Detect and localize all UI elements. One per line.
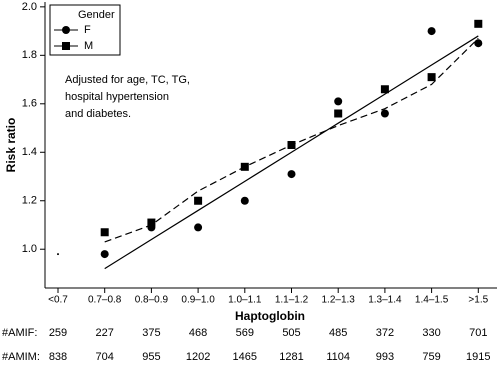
table-cell: 759	[422, 351, 440, 363]
table-cell: 259	[49, 327, 67, 339]
x-tick-label: 1.2–1.3	[322, 295, 356, 306]
point	[287, 170, 296, 179]
legend-title: Gender	[78, 9, 115, 21]
table-cell: 993	[376, 351, 394, 363]
point	[474, 39, 483, 48]
point	[380, 85, 389, 94]
point	[100, 250, 109, 259]
x-tick-label: 1.1–1.2	[275, 295, 309, 306]
y-tick-label: 1.0	[22, 243, 37, 255]
reference-point	[57, 253, 59, 256]
x-tick-label: <0.7	[48, 295, 68, 306]
table-cell: 505	[282, 327, 300, 339]
x-tick-label: 0.7–0.8	[88, 295, 122, 306]
row-label: #AMIM:	[2, 351, 40, 363]
table-cell: 838	[49, 351, 67, 363]
x-axis-label: Haptoglobin	[235, 309, 305, 323]
x-tick-label: 0.8–0.9	[135, 295, 169, 306]
point	[287, 141, 296, 149]
table-cell: 1281	[279, 351, 303, 363]
y-tick-label: 2.0	[22, 1, 37, 13]
table-cell: 1104	[326, 351, 350, 363]
x-tick-label: >1.5	[468, 295, 488, 306]
table-cell: 227	[96, 327, 114, 339]
x-tick-label: 1.4–1.5	[415, 295, 449, 306]
point	[194, 223, 203, 232]
table-cell: 485	[329, 327, 347, 339]
x-tick-label: 1.3–1.4	[368, 295, 402, 306]
point	[334, 109, 343, 118]
point	[100, 228, 109, 237]
point	[474, 19, 483, 28]
legend-label: F	[84, 24, 91, 36]
point	[194, 196, 203, 205]
point	[62, 26, 70, 34]
annotation: Adjusted for age, TC, TG,	[65, 74, 190, 86]
point	[240, 196, 249, 205]
y-tick-label: 1.4	[22, 146, 37, 158]
point	[62, 42, 70, 50]
y-tick-label: 1.8	[22, 49, 37, 61]
table-cell: 1915	[466, 351, 490, 363]
table-cell: 375	[142, 327, 160, 339]
point	[427, 73, 436, 82]
table-cell: 468	[189, 327, 207, 339]
table-cell: 701	[469, 327, 487, 339]
x-tick-label: 1.0–1.1	[228, 295, 262, 306]
point	[380, 109, 389, 118]
x-tick-label: 0.9–1.0	[181, 295, 215, 306]
point	[427, 27, 436, 36]
annotation: hospital hypertension	[65, 91, 169, 103]
point	[334, 97, 343, 106]
y-tick-label: 1.6	[22, 98, 37, 110]
table-cell: 704	[96, 351, 114, 363]
legend-label: M	[84, 40, 93, 52]
y-tick-label: 1.2	[22, 195, 37, 207]
point	[240, 162, 249, 171]
table-cell: 372	[376, 327, 394, 339]
table-cell: 955	[142, 351, 160, 363]
table-cell: 330	[422, 327, 440, 339]
fit-line	[104, 37, 479, 243]
y-axis-label: Risk ratio	[4, 118, 18, 173]
fit-line	[104, 35, 479, 270]
table-cell: 569	[236, 327, 254, 339]
annotation: and diabetes.	[65, 108, 131, 120]
table-cell: 1202	[186, 351, 210, 363]
row-label: #AMIF:	[2, 327, 37, 339]
point	[147, 218, 156, 227]
table-cell: 1465	[233, 351, 257, 363]
